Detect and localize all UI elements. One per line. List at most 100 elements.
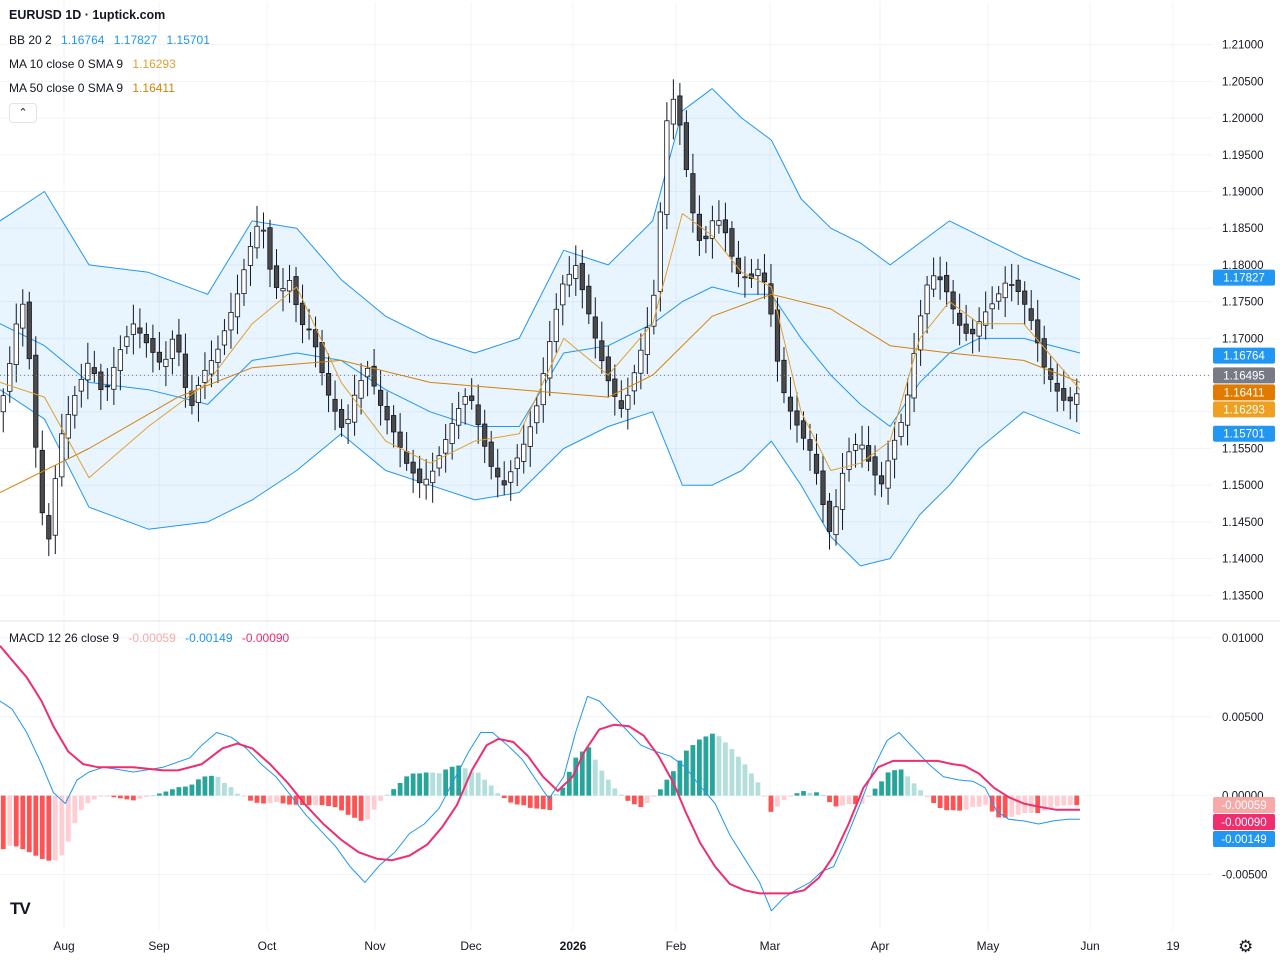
candle-body: [364, 367, 371, 378]
tradingview-logo-icon[interactable]: TV: [10, 899, 31, 918]
time-axis-tick-label: Oct: [258, 939, 277, 953]
candle-body: [729, 228, 735, 257]
ma50-legend[interactable]: MA 50 close 0 SMA 9 1.16411: [9, 81, 181, 95]
macd-histogram-bar: [898, 769, 904, 796]
macd-histogram-bar: [814, 792, 819, 796]
candle-body: [273, 265, 280, 288]
macd-histogram-bar: [657, 789, 663, 796]
macd-histogram-bar: [26, 795, 32, 853]
candle: [826, 492, 833, 550]
candle-body: [306, 328, 312, 331]
candle: [488, 430, 494, 480]
bb-legend-lower: 1.15701: [166, 33, 210, 47]
macd-histogram-bar: [736, 756, 741, 796]
macd-histogram-bar: [885, 772, 891, 796]
macd-histogram-bar: [970, 795, 976, 807]
candle-body: [384, 406, 390, 421]
macd-histogram-bar: [378, 795, 384, 801]
candle: [52, 465, 58, 555]
macd-histogram-bar: [124, 795, 130, 800]
candle-body: [1041, 338, 1047, 368]
macd-axis-tick-label: -0.00500: [1222, 870, 1267, 882]
candle-body: [293, 276, 299, 306]
bb-legend[interactable]: BB 20 2 1.16764 1.17827 1.15701: [9, 33, 216, 47]
candle: [221, 319, 228, 355]
price-value-badge-text: 1.16495: [1223, 370, 1265, 382]
candle-body: [78, 378, 84, 392]
candle-body: [970, 328, 976, 335]
candle: [195, 376, 202, 422]
candle: [1035, 299, 1041, 362]
candle: [852, 433, 859, 468]
candle-body: [989, 303, 995, 310]
candle-body: [1074, 393, 1080, 405]
candle: [358, 363, 364, 415]
candle-body: [378, 389, 384, 406]
candle: [846, 437, 852, 482]
candle: [325, 353, 332, 413]
candle: [371, 349, 377, 395]
macd-histogram-bar: [599, 770, 605, 796]
macd-signal-line: [0, 645, 1080, 895]
candle-body: [351, 394, 358, 423]
macd-histogram-bar: [677, 760, 683, 796]
candle: [430, 452, 436, 503]
macd-histogram-bar: [592, 759, 598, 796]
candle: [761, 253, 768, 299]
macd-histogram-bar: [430, 772, 436, 796]
candle-body: [195, 384, 202, 403]
macd-histogram-bar: [631, 795, 637, 805]
macd-histogram-bar: [436, 773, 442, 796]
candle-body: [0, 395, 6, 413]
candle-body: [163, 358, 169, 367]
ma50-legend-name: MA 50 close 0 SMA 9: [9, 81, 124, 95]
candle: [501, 461, 507, 496]
candle: [644, 307, 650, 375]
candle: [98, 363, 104, 410]
price-axis-tick-label: 1.17000: [1222, 333, 1264, 345]
macd-value-badge-text: -0.00149: [1221, 834, 1266, 846]
candle-body: [143, 334, 149, 344]
macd-histogram-bar: [1054, 795, 1060, 807]
candle: [800, 411, 807, 451]
candle-body: [794, 410, 800, 426]
macd-histogram-bar: [72, 795, 78, 824]
candle: [267, 219, 273, 288]
ma10-legend[interactable]: MA 10 close 0 SMA 9 1.16293: [9, 57, 182, 71]
price-axis-tick-label: 1.19000: [1222, 187, 1264, 199]
candle: [729, 221, 735, 273]
candle: [260, 212, 267, 249]
candle-body: [690, 173, 696, 214]
gear-icon[interactable]: ⚙: [1238, 937, 1254, 956]
candle-body: [918, 315, 924, 351]
macd-histogram-bar: [931, 795, 937, 803]
macd-histogram-bar: [150, 795, 156, 797]
macd-histogram-bar: [228, 787, 234, 796]
macd-histogram-bar: [352, 795, 357, 818]
candle: [247, 231, 254, 286]
candle: [631, 364, 637, 405]
candle: [794, 392, 800, 443]
candle: [495, 448, 501, 498]
macd-histogram-bar: [651, 795, 657, 797]
macd-histogram-bar: [456, 765, 462, 796]
candle: [286, 264, 293, 303]
candle-body: [820, 470, 826, 505]
collapse-legend-button[interactable]: ⌃: [9, 103, 37, 123]
candle: [898, 413, 904, 446]
candle-body: [963, 323, 969, 334]
candle: [534, 397, 540, 434]
candle-body: [957, 312, 963, 326]
candle-body: [859, 444, 865, 450]
candle: [20, 289, 26, 347]
candle: [338, 399, 345, 437]
candle-body: [1028, 308, 1034, 321]
candle-body: [423, 478, 429, 486]
candle: [878, 461, 885, 498]
candle: [904, 378, 911, 446]
candle: [950, 280, 956, 325]
macd-histogram-bar: [924, 795, 930, 798]
macd-histogram-bar: [540, 795, 546, 810]
macd-legend[interactable]: MACD 12 26 close 9 -0.00059 -0.00149 -0.…: [9, 631, 295, 645]
